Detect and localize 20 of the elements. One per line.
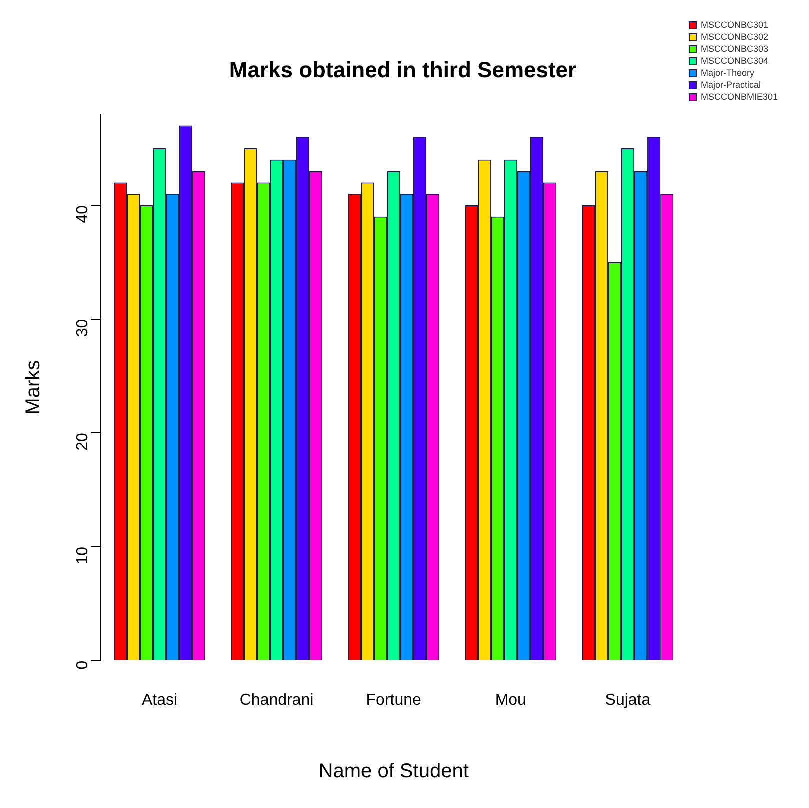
- x-tick-label: Mou: [495, 692, 526, 709]
- y-tick-label: 30: [74, 319, 92, 338]
- y-tick-label: 10: [74, 546, 92, 565]
- legend-label: MSCCONBC304: [700, 56, 769, 66]
- legend-label: MSCCONBC301: [700, 20, 769, 30]
- legend-label: MSCCONBMIE301: [700, 92, 778, 102]
- x-tick-label: Chandrani: [240, 692, 314, 709]
- legend-label: MSCCONBC302: [700, 32, 769, 42]
- y-tick-label: 40: [74, 205, 92, 224]
- y-tick-label: 20: [74, 433, 92, 451]
- x-tick-label: Fortune: [366, 692, 422, 709]
- x-axis-title: Name of Student: [318, 760, 470, 783]
- chart-title: Marks obtained in third Semester: [229, 57, 578, 82]
- legend-label: Major-Practical: [700, 80, 761, 90]
- y-tick-label: 0: [74, 660, 92, 670]
- x-tick-label: Atasi: [142, 692, 178, 709]
- y-axis-title: Marks: [22, 360, 45, 415]
- legend-label: MSCCONBC303: [700, 44, 769, 54]
- legend-label: Major-Theory: [700, 68, 755, 78]
- x-tick-label: Sujata: [605, 692, 651, 709]
